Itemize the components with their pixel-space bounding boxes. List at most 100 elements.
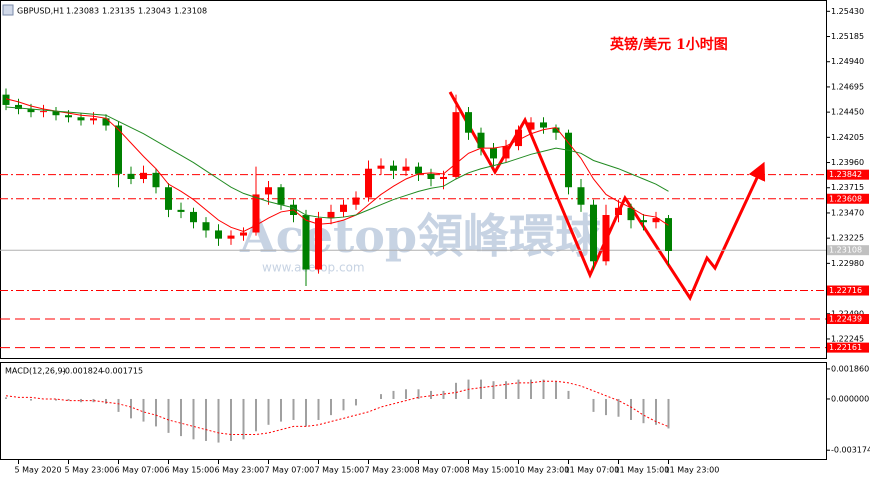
level-label: 1.23608 xyxy=(829,194,862,203)
macd-title: MACD(12,26,9) xyxy=(5,367,66,376)
candle-body xyxy=(240,232,247,236)
level-label: 1.22716 xyxy=(829,286,862,295)
candle-body xyxy=(665,218,672,252)
x-tick-label: 8 May 07:00 xyxy=(415,466,465,475)
candle-body xyxy=(440,176,447,179)
macd-signal-current: -0.001715 xyxy=(102,367,143,376)
candle-body xyxy=(252,194,260,233)
y-tick-label: 1.22980 xyxy=(831,259,864,268)
macd-y-tick-label: -0.003174 xyxy=(831,446,870,455)
candle-body xyxy=(202,222,210,231)
candle-body xyxy=(377,165,385,169)
candle-body xyxy=(627,207,635,221)
x-tick-label: 10 May 23:00 xyxy=(515,466,570,475)
y-tick-label: 1.23960 xyxy=(831,158,864,167)
candle-body xyxy=(365,168,372,198)
x-tick-label: 7 May 07:00 xyxy=(265,466,315,475)
candle-body xyxy=(102,118,110,126)
candle-body xyxy=(265,187,272,195)
candle-body xyxy=(352,197,360,205)
candle-body xyxy=(127,173,135,179)
candle-body xyxy=(565,132,572,188)
candle-body xyxy=(115,125,122,174)
bar-close: 1.23108 xyxy=(174,7,207,16)
candle-body xyxy=(65,115,72,118)
y-tick-label: 1.22245 xyxy=(831,334,864,343)
candle-body xyxy=(465,112,472,133)
candle-body xyxy=(652,218,660,223)
x-tick-label: 7 May 15:00 xyxy=(315,466,365,475)
candle-body xyxy=(140,172,147,179)
candle-body xyxy=(52,111,60,116)
main-panel xyxy=(0,0,827,359)
macd-signal xyxy=(5,380,669,435)
candle-body xyxy=(302,215,310,270)
candle-body xyxy=(540,122,547,128)
x-tick-label: 11 May 23:00 xyxy=(665,466,720,475)
candle-body xyxy=(452,112,460,177)
y-tick-label: 1.24205 xyxy=(831,133,864,142)
watermark-text: Acetop領峰環球 xyxy=(239,209,602,263)
symbol: GBPUSD,H1 xyxy=(17,7,64,16)
candle-body xyxy=(27,109,35,113)
candle-body xyxy=(477,132,485,149)
candle-body xyxy=(340,204,347,212)
candle-body xyxy=(315,218,322,270)
candle-body xyxy=(165,187,172,210)
level-label-box xyxy=(827,285,869,296)
price-label: 1.23108 xyxy=(829,246,862,255)
candle-body xyxy=(152,172,160,188)
level-label-box xyxy=(827,169,869,180)
candle-body xyxy=(602,215,610,262)
x-tick-label: 11 May 15:00 xyxy=(615,466,670,475)
x-tick-label: 11 May 07:00 xyxy=(565,466,620,475)
moving-average xyxy=(5,98,669,233)
x-tick-label: 5 May 2020 xyxy=(15,466,62,475)
moving-average xyxy=(5,106,669,219)
candle-body xyxy=(590,204,597,262)
candle-body xyxy=(227,235,235,239)
bar-low: 1.23043 xyxy=(138,7,171,16)
y-tick-label: 1.23225 xyxy=(831,234,864,243)
macd-y-tick-label: 0.001860 xyxy=(831,364,869,373)
candle-body xyxy=(390,165,397,171)
candle-body xyxy=(327,211,335,219)
candle-body xyxy=(2,94,10,105)
macd-panel xyxy=(0,362,827,460)
y-tick-label: 1.24450 xyxy=(831,108,864,117)
annotation: 英镑/美元 1小时图 xyxy=(609,36,728,53)
candle-body xyxy=(177,209,185,212)
y-tick-label: 1.23470 xyxy=(831,208,864,217)
watermark: Acetop領峰環球 www.acetop.com xyxy=(239,209,602,275)
candle-body xyxy=(277,187,285,205)
candle-body xyxy=(527,122,535,130)
candle-body xyxy=(15,104,22,110)
y-tick-label: 1.25185 xyxy=(831,32,864,41)
level-label: 1.23842 xyxy=(829,170,862,179)
y-tick-label: 1.24695 xyxy=(831,82,864,91)
candle-body xyxy=(577,187,585,205)
candle-body xyxy=(402,166,410,171)
candle-body xyxy=(640,220,647,223)
x-tick-label: 5 May 23:00 xyxy=(65,466,115,475)
bar-high: 1.23135 xyxy=(102,7,135,16)
candle-body xyxy=(77,117,85,121)
candle-body xyxy=(515,129,522,147)
candle-body xyxy=(490,148,497,159)
level-label-box xyxy=(827,342,869,353)
price-label-box xyxy=(827,245,869,256)
candle-body xyxy=(552,127,560,133)
y-tick-label: 1.22490 xyxy=(831,309,864,318)
symbol-icon xyxy=(2,4,14,16)
x-tick-label: 6 May 15:00 xyxy=(165,466,215,475)
bar-open: 1.23083 xyxy=(66,7,99,16)
x-tick-label: 6 May 23:00 xyxy=(215,466,265,475)
candle-body xyxy=(190,211,197,223)
x-tick-label: 8 May 15:00 xyxy=(465,466,515,475)
level-label-box xyxy=(827,193,869,204)
y-tick-label: 1.25430 xyxy=(831,7,864,16)
candle-body xyxy=(615,207,622,216)
candle-body xyxy=(502,146,510,159)
